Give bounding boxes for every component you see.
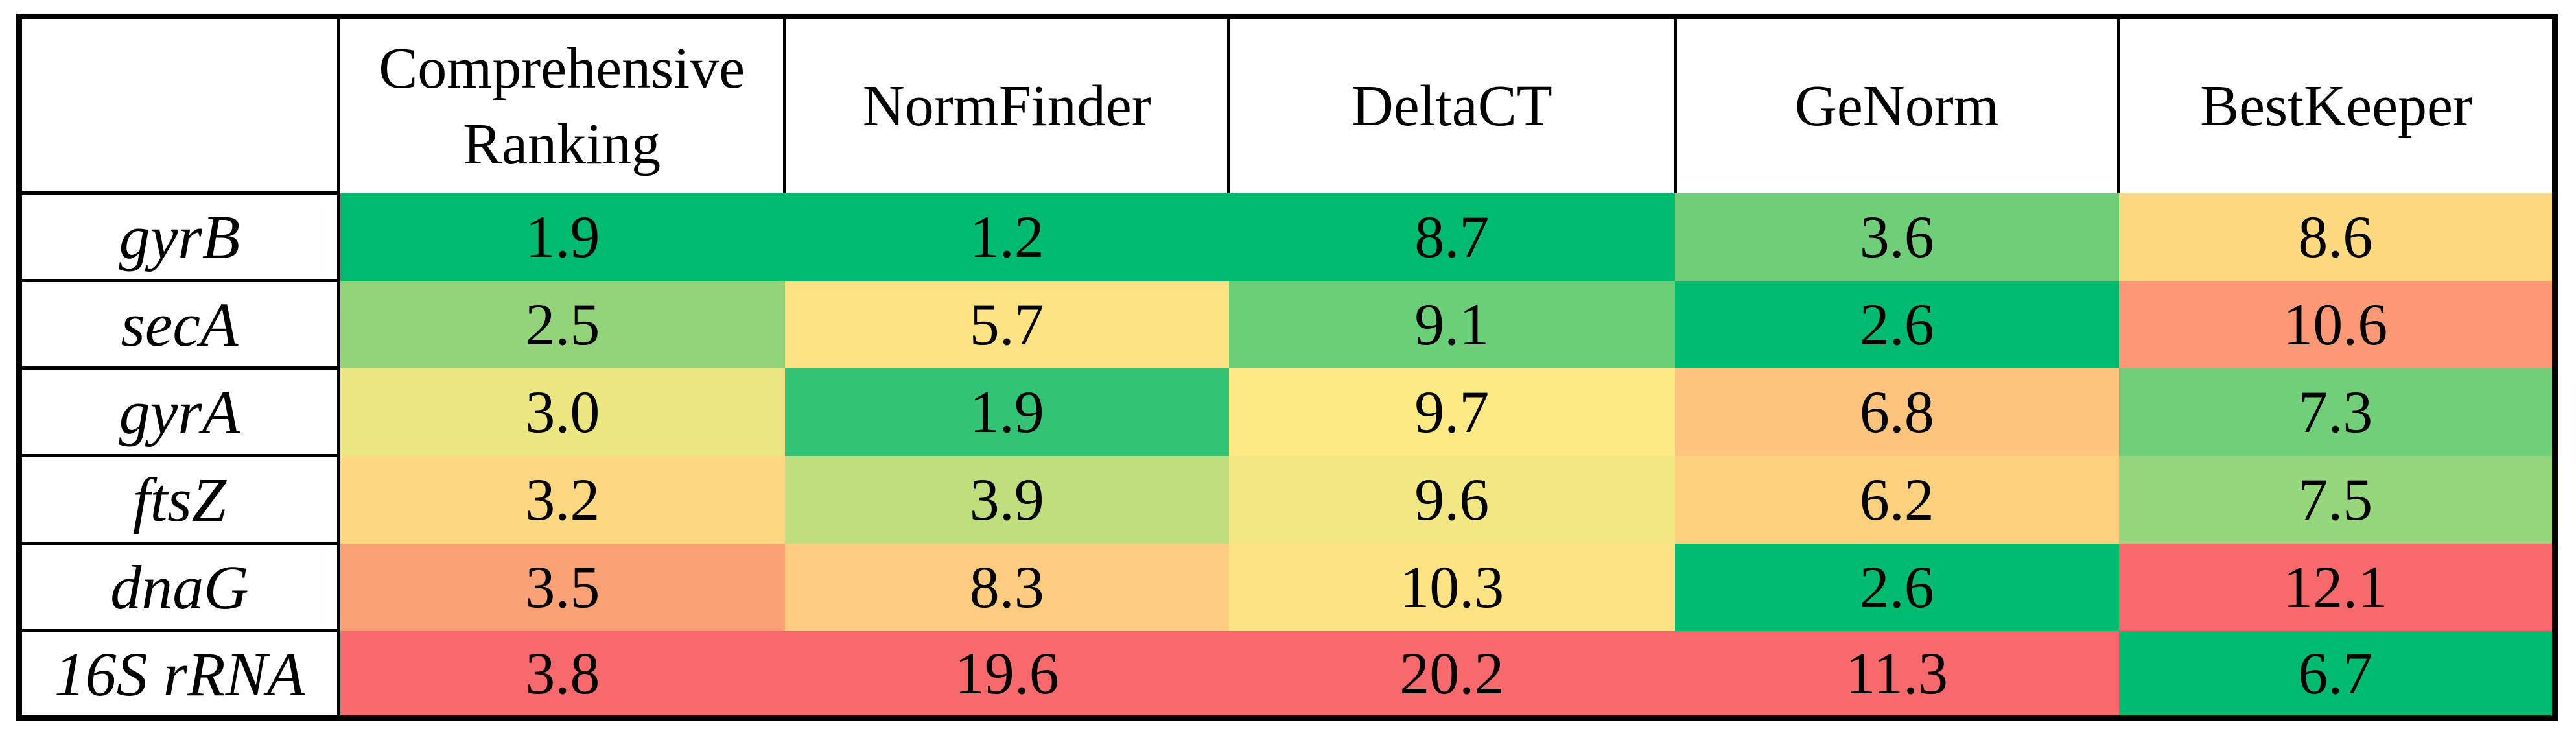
table-row: 16S rRNA 3.8 19.6 20.2 11.3 6.7 bbox=[18, 629, 2555, 720]
value-cell: 7.5 bbox=[2118, 455, 2555, 544]
gene-name-cell: 16S rRNA bbox=[18, 629, 340, 720]
table-row: ftsZ 3.2 3.9 9.6 6.2 7.5 bbox=[18, 454, 2555, 545]
value-cell: 9.6 bbox=[1228, 455, 1675, 544]
gene-name-cell: dnaG bbox=[18, 542, 340, 632]
table-row: secA 2.5 5.7 9.1 2.6 10.6 bbox=[18, 279, 2555, 370]
gene-name-cell: gyrB bbox=[18, 191, 340, 282]
value-cell: 1.2 bbox=[784, 193, 1229, 281]
value-cell: 2.6 bbox=[1675, 280, 2119, 368]
table-row: gyrA 3.0 1.9 9.7 6.8 7.3 bbox=[18, 366, 2555, 457]
value-cell: 3.8 bbox=[338, 630, 785, 719]
value-cell: 3.6 bbox=[1675, 193, 2119, 281]
stability-ranking-table: Comprehensive Ranking NormFinder DeltaCT Ge… bbox=[16, 14, 2558, 721]
value-cell: 19.6 bbox=[784, 630, 1229, 719]
value-cell: 20.2 bbox=[1228, 630, 1675, 719]
value-cell: 3.2 bbox=[338, 455, 785, 544]
value-cell: 1.9 bbox=[784, 368, 1229, 456]
value-cell: 3.5 bbox=[338, 543, 785, 631]
value-cell: 2.5 bbox=[338, 280, 785, 368]
corner-cell bbox=[18, 16, 340, 195]
value-cell: 8.7 bbox=[1228, 193, 1675, 281]
value-cell: 10.3 bbox=[1228, 543, 1675, 631]
value-cell: 5.7 bbox=[784, 280, 1229, 368]
header-row: Comprehensive Ranking NormFinder DeltaCT Ge… bbox=[18, 16, 2557, 195]
value-cell: 6.8 bbox=[1675, 368, 2119, 456]
value-cell: 9.1 bbox=[1228, 280, 1675, 368]
value-cell: 3.0 bbox=[338, 368, 785, 456]
column-header: DeltaCT bbox=[1227, 16, 1677, 193]
column-header: GeNorm bbox=[1673, 16, 2121, 193]
value-cell: 2.6 bbox=[1675, 543, 2119, 631]
value-cell: 6.2 bbox=[1675, 455, 2119, 544]
value-cell: 8.6 bbox=[2118, 193, 2555, 281]
value-cell: 10.6 bbox=[2118, 280, 2555, 368]
column-header: NormFinder bbox=[783, 16, 1230, 193]
table-row: dnaG 3.5 8.3 10.3 2.6 12.1 bbox=[18, 542, 2555, 632]
gene-name-cell: gyrA bbox=[18, 366, 340, 457]
gene-name-cell: ftsZ bbox=[18, 454, 340, 545]
value-cell: 1.9 bbox=[338, 193, 785, 281]
column-header: Comprehensive Ranking bbox=[336, 16, 787, 193]
value-cell: 7.3 bbox=[2118, 368, 2555, 456]
value-cell: 9.7 bbox=[1228, 368, 1675, 456]
value-cell: 8.3 bbox=[784, 543, 1229, 631]
table-row: gyrB 1.9 1.2 8.7 3.6 8.6 bbox=[18, 191, 2555, 282]
column-header: BestKeeper bbox=[2117, 16, 2557, 193]
value-cell: 3.9 bbox=[784, 455, 1229, 544]
value-cell: 6.7 bbox=[2118, 630, 2555, 719]
gene-name-cell: secA bbox=[18, 279, 340, 370]
value-cell: 12.1 bbox=[2118, 543, 2555, 631]
value-cell: 11.3 bbox=[1675, 630, 2119, 719]
